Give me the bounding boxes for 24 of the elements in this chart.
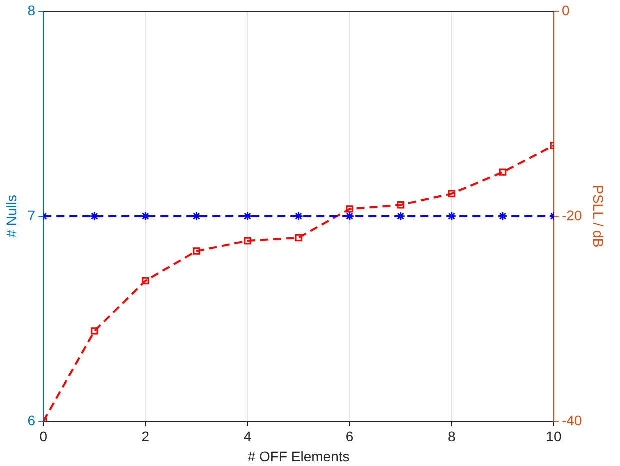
x-tick-label: 10 xyxy=(546,428,562,445)
point xyxy=(499,168,507,176)
y2-tick-label: -40 xyxy=(562,412,582,428)
point xyxy=(346,206,354,213)
y2-axis-title: PSLL / dB xyxy=(590,185,607,248)
point xyxy=(244,237,252,245)
y2-tick-label: -20 xyxy=(562,207,582,224)
point xyxy=(91,328,98,335)
x-axis-title: # OFF Elements xyxy=(248,448,350,464)
point xyxy=(397,202,404,209)
point xyxy=(142,277,150,285)
y-axis-title: # Nulls xyxy=(3,195,20,238)
x-tick-label: 4 xyxy=(244,428,252,445)
y-tick-label: 8 xyxy=(28,2,36,18)
point xyxy=(448,190,456,198)
y2-tick-label: 0 xyxy=(562,2,570,18)
point xyxy=(193,248,200,255)
x-tick-label: 0 xyxy=(40,428,48,445)
x-tick-label: 8 xyxy=(448,428,456,445)
x-tick-label: 2 xyxy=(142,428,150,445)
x-tick-label: 6 xyxy=(346,428,354,445)
y-tick-label: 6 xyxy=(28,412,36,428)
point xyxy=(295,234,302,242)
y-tick-label: 7 xyxy=(28,207,36,224)
